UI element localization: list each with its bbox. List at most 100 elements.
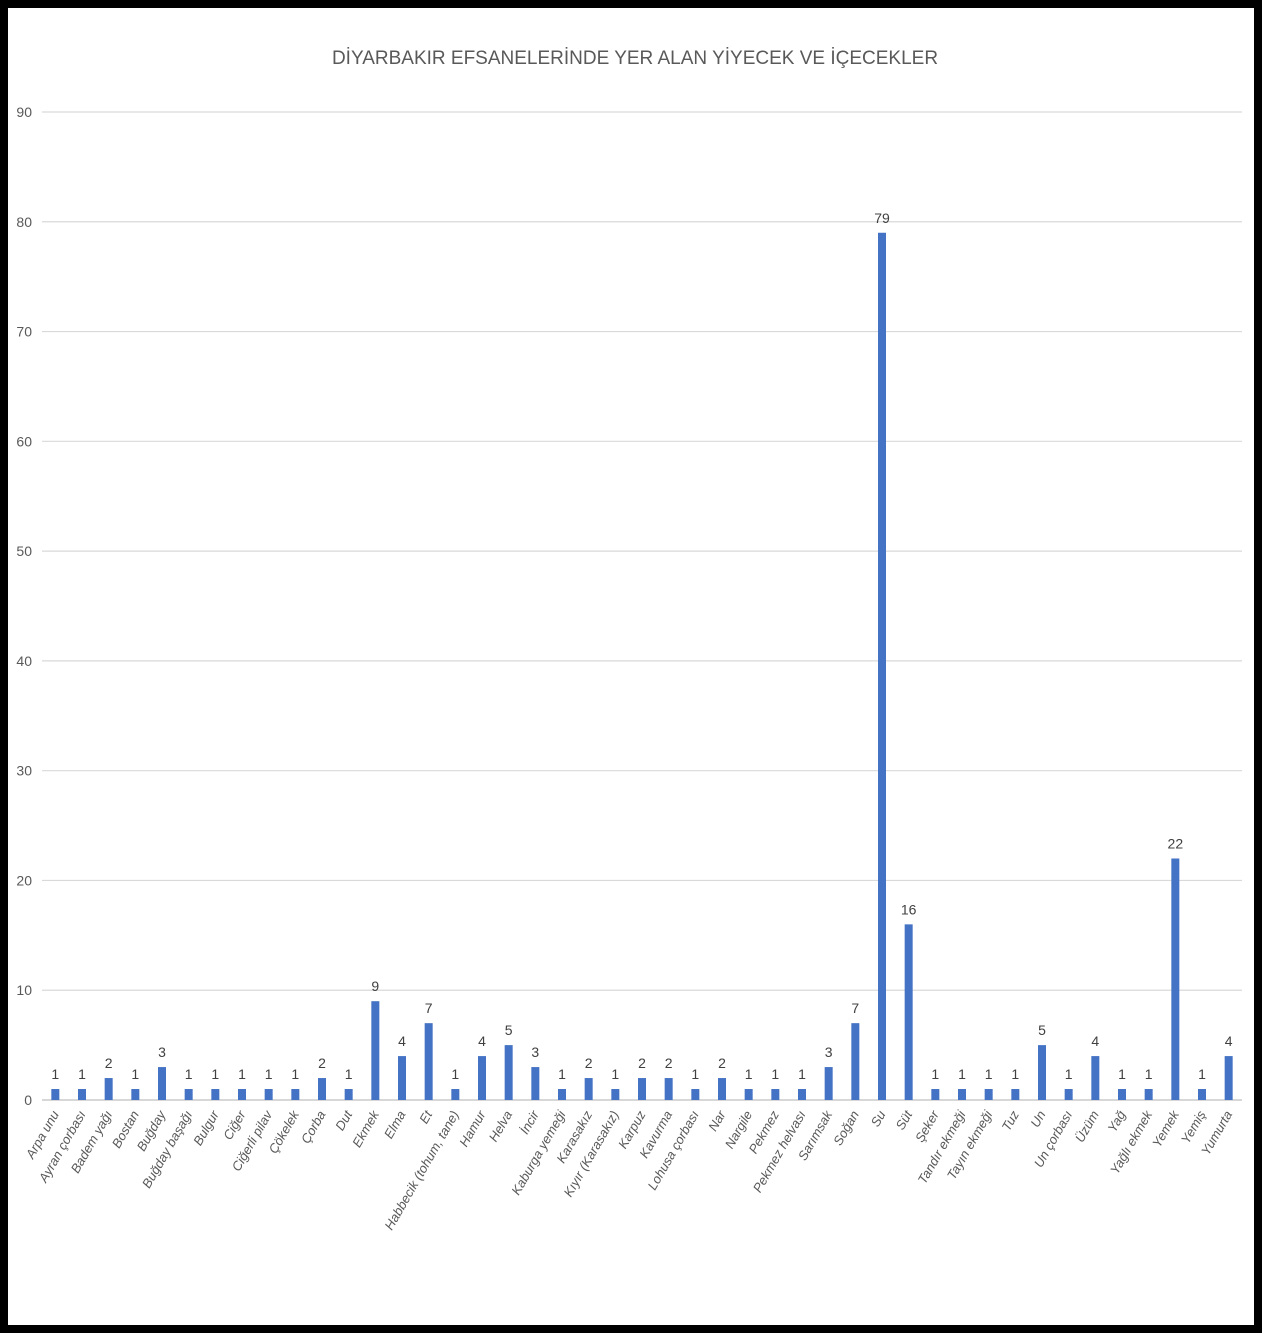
category-label: Ekmek: [349, 1107, 383, 1150]
data-label: 2: [718, 1055, 726, 1071]
data-label: 1: [771, 1066, 779, 1082]
data-label: 1: [451, 1066, 459, 1082]
bar: [984, 1089, 993, 1100]
chart-frame: DİYARBAKIR EFSANELERİNDE YER ALAN YİYECE…: [8, 8, 1254, 1325]
data-label: 1: [1118, 1066, 1126, 1082]
data-label: 1: [1011, 1066, 1019, 1082]
bar: [824, 1067, 833, 1100]
data-label: 1: [1198, 1066, 1206, 1082]
bar: [691, 1089, 700, 1100]
data-label: 2: [638, 1055, 646, 1071]
bar: [718, 1078, 726, 1100]
category-label: Soğan: [830, 1108, 862, 1148]
data-label: 2: [585, 1055, 593, 1071]
y-tick-label: 20: [16, 872, 32, 888]
bar: [478, 1056, 486, 1100]
data-label: 1: [691, 1066, 699, 1082]
data-label: 79: [874, 210, 890, 226]
data-label: 1: [211, 1066, 219, 1082]
bar: [878, 232, 886, 1100]
data-label: 1: [345, 1066, 353, 1082]
bar: [104, 1078, 113, 1100]
bar: [958, 1089, 966, 1100]
bar: [851, 1023, 860, 1100]
bar: [1038, 1045, 1046, 1100]
data-label: 1: [291, 1066, 299, 1082]
y-tick-label: 30: [16, 763, 32, 779]
y-tick-label: 60: [16, 433, 32, 449]
data-label: 1: [238, 1066, 246, 1082]
data-label: 1: [78, 1066, 86, 1082]
data-label: 1: [1145, 1066, 1153, 1082]
bar: [1011, 1089, 1020, 1100]
bar: [798, 1089, 806, 1100]
data-label: 4: [398, 1033, 406, 1049]
bar: [264, 1089, 273, 1100]
data-label: 3: [531, 1044, 539, 1060]
y-tick-label: 70: [16, 324, 32, 340]
bar-chart: DİYARBAKIR EFSANELERİNDE YER ALAN YİYECE…: [16, 48, 1242, 1233]
data-label: 7: [851, 1000, 859, 1016]
data-label: 5: [505, 1022, 513, 1038]
category-label: Hamur: [456, 1107, 489, 1149]
category-label: Dut: [332, 1107, 356, 1133]
data-label: 3: [158, 1044, 166, 1060]
data-label: 1: [51, 1066, 59, 1082]
bars: [51, 232, 1233, 1100]
bar: [611, 1089, 620, 1100]
category-label: Helva: [486, 1108, 516, 1144]
data-label: 2: [318, 1055, 326, 1071]
category-label: Un: [1027, 1108, 1048, 1130]
bar: [344, 1089, 353, 1100]
bar: [211, 1089, 220, 1100]
data-label: 4: [478, 1033, 486, 1049]
bar: [1091, 1056, 1100, 1100]
data-label: 1: [131, 1066, 139, 1082]
y-tick-label: 10: [16, 982, 32, 998]
bar: [158, 1067, 166, 1100]
bar: [904, 924, 913, 1100]
bar: [451, 1089, 460, 1100]
bar: [1224, 1056, 1233, 1100]
y-tick-label: 40: [16, 653, 32, 669]
category-label: Üzüm: [1072, 1108, 1102, 1145]
data-label: 4: [1091, 1033, 1099, 1049]
bar: [1118, 1089, 1126, 1100]
category-label: İncir: [517, 1107, 543, 1136]
data-label: 1: [611, 1066, 619, 1082]
data-label: 16: [901, 901, 917, 917]
bar: [531, 1067, 540, 1100]
bar: [931, 1089, 940, 1100]
data-label: 1: [958, 1066, 966, 1082]
data-label: 1: [931, 1066, 939, 1082]
bar: [398, 1056, 406, 1100]
data-label: 1: [745, 1066, 753, 1082]
data-label: 7: [425, 1000, 433, 1016]
category-label: Çorba: [298, 1108, 329, 1146]
bar: [664, 1078, 673, 1100]
bar: [771, 1089, 780, 1100]
data-label: 2: [665, 1055, 673, 1071]
data-label: 1: [558, 1066, 566, 1082]
bar: [238, 1089, 246, 1100]
category-label: Su: [868, 1108, 889, 1129]
bar: [744, 1089, 753, 1100]
category-label: Süt: [893, 1107, 916, 1133]
data-label: 1: [985, 1066, 993, 1082]
category-label: Elma: [381, 1108, 409, 1141]
bar: [291, 1089, 300, 1100]
bar: [504, 1045, 513, 1100]
category-label: Et: [416, 1107, 436, 1126]
bar: [1064, 1089, 1073, 1100]
bar: [131, 1089, 140, 1100]
data-label: 1: [798, 1066, 806, 1082]
data-label: 22: [1168, 835, 1184, 851]
data-label: 1: [185, 1066, 193, 1082]
category-label: Yağ: [1105, 1107, 1129, 1134]
category-label: Bulgur: [190, 1107, 222, 1148]
y-tick-label: 50: [16, 543, 32, 559]
category-label: Nar: [705, 1107, 729, 1133]
chart-title: DİYARBAKIR EFSANELERİNDE YER ALAN YİYECE…: [332, 48, 938, 69]
